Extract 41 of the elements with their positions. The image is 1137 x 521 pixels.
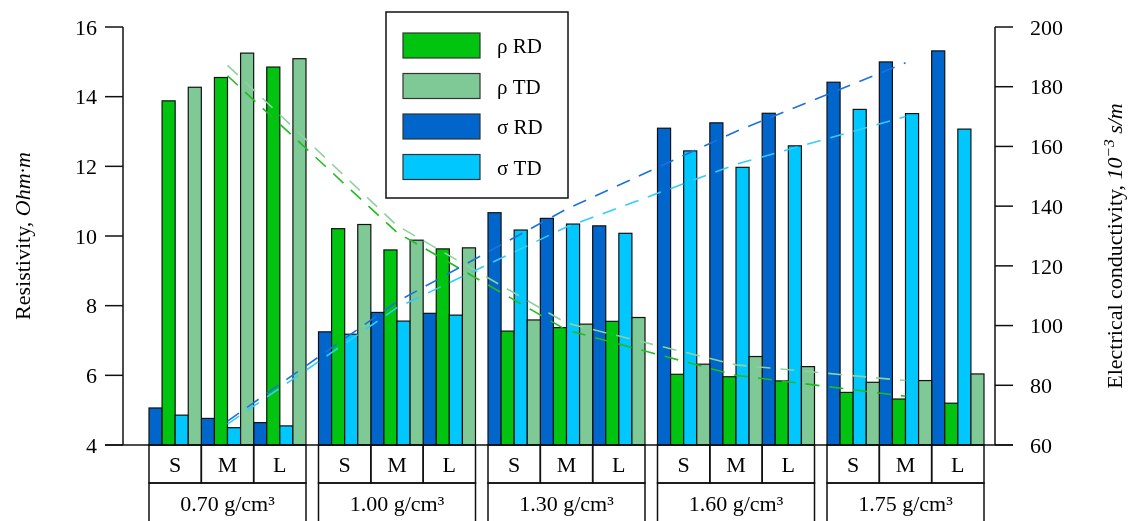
line-series <box>226 115 907 425</box>
x-tick-label: M <box>895 451 916 477</box>
y2-tick-label: 180 <box>1030 74 1063 100</box>
x-tick-label: S <box>508 451 521 477</box>
y2-tick-label: 160 <box>1030 134 1063 160</box>
y-tick-label: 4 <box>86 432 97 458</box>
y-tick-label: 12 <box>75 154 97 180</box>
y-axis-title: Resistivity, Ohm·m <box>10 152 35 320</box>
text: 1.00 g/cm³ <box>349 490 445 516</box>
x-tick-label: L <box>781 451 796 477</box>
x-tick-label: L <box>273 451 287 477</box>
text: 1.75 g/cm³ <box>858 490 954 516</box>
x-tick-label: L <box>951 451 965 477</box>
y2-tick-label: 100 <box>1030 313 1063 339</box>
y-tick-label: 8 <box>86 293 97 319</box>
x-tick-label: M <box>556 451 577 477</box>
y-tick-label: 16 <box>75 14 97 40</box>
y-tick-label: 10 <box>75 223 97 249</box>
x-tick-label: S <box>677 451 690 477</box>
x-tick-label: L <box>612 451 626 477</box>
text: 1.60 g/cm³ <box>688 490 784 516</box>
x-tick-label: M <box>217 451 238 477</box>
legend-label: σ RD <box>497 115 543 140</box>
text: 1.30 g/cm³ <box>519 490 615 516</box>
text: 0.70 g/cm³ <box>180 490 276 516</box>
x-tick-label: L <box>442 451 457 477</box>
x-tick-label: S <box>847 451 860 477</box>
y2-tick-label: 120 <box>1030 253 1063 279</box>
legend-label: σ TD <box>497 155 542 180</box>
x-tick-label: M <box>726 451 746 477</box>
legend-label: ρ RD <box>497 34 542 59</box>
y2-tick-label: 60 <box>1030 432 1052 458</box>
y2-tick-label: 140 <box>1030 193 1063 219</box>
y-tick-label: 14 <box>75 84 97 110</box>
legend-label: ρ TD <box>497 74 541 99</box>
y2-tick-label: 80 <box>1030 372 1052 398</box>
x-tick-label: S <box>338 451 351 477</box>
y-tick-label: 6 <box>86 363 97 389</box>
x-tick-label: S <box>169 451 182 477</box>
x-tick-label: M <box>387 451 407 477</box>
y2-tick-label: 200 <box>1030 14 1063 40</box>
